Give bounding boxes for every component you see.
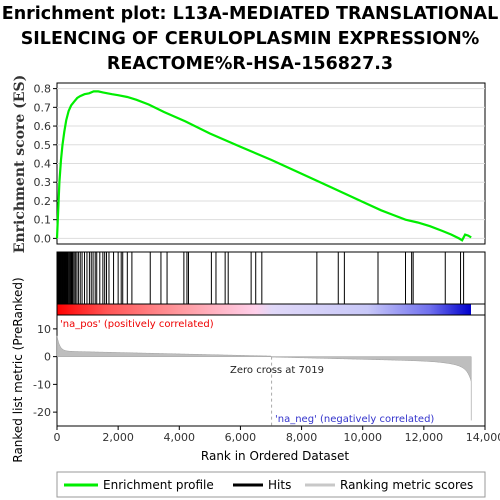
title-line-3: REACTOME%R-HSA-156827.3 <box>106 54 394 74</box>
enrichment-profile-line <box>55 90 472 242</box>
x-tick-label: 8,000 <box>286 431 318 444</box>
es-tick-label: 0.7 <box>34 101 52 114</box>
metric-tick-label: -10 <box>33 378 51 391</box>
es-tick-label: 0.5 <box>34 139 52 152</box>
metric-axis-label: Ranked list metric (PreRanked) <box>11 277 25 462</box>
title-line-1: Enrichment plot: L13A-MEDIATED TRANSLATI… <box>1 4 499 24</box>
x-tick-label: 12,000 <box>405 431 444 444</box>
es-yticks: 0.0 0.1 0.2 0.3 0.4 0.5 0.6 0.7 0.8 <box>34 83 57 245</box>
x-tick-label: 4,000 <box>164 431 196 444</box>
x-tick-label: 14,000 <box>466 431 500 444</box>
title-line-2: SILENCING OF CERULOPLASMIN EXPRESSION% <box>20 29 480 49</box>
es-axis-label: Enrichment score (ES) <box>12 75 28 253</box>
legend-frame <box>56 471 486 498</box>
x-tick-label: 0 <box>54 431 61 444</box>
x-axis-label: Rank in Ordered Dataset <box>201 449 349 463</box>
metric-tick-label: 10 <box>37 323 51 336</box>
legend-enrichment-label: Enrichment profile <box>103 478 214 492</box>
na-neg-label: 'na_neg' (negatively correlated) <box>275 414 434 425</box>
zero-cross-label: Zero cross at 7019 <box>230 365 324 376</box>
metric-panel-frame <box>56 314 486 427</box>
es-tick-label: 0.3 <box>34 176 52 189</box>
es-tick-label: 0.4 <box>34 158 52 171</box>
x-axis: 0 2,000 4,000 6,000 8,000 10,000 12,000 14,000 <box>54 426 500 444</box>
metric-tick-label: 0 <box>44 351 51 364</box>
es-tick-label: 0.6 <box>34 120 52 133</box>
es-tick-label: 0.1 <box>34 214 52 227</box>
hits-panel <box>56 251 486 305</box>
es-grid <box>57 88 485 239</box>
metric-yticks: 10 0 -10 -20 <box>33 323 57 419</box>
hits-panel-frame <box>56 251 486 305</box>
legend-metric-label: Ranking metric scores <box>340 478 473 492</box>
es-panel: 0.0 0.1 0.2 0.3 0.4 0.5 0.6 0.7 0.8 Enrichment s… <box>12 75 486 253</box>
es-tick-label: 0.2 <box>34 195 52 208</box>
x-tick-label: 10,000 <box>343 431 382 444</box>
legend: Enrichment profile Hits Ranking metric s… <box>56 471 486 498</box>
x-tick-label: 6,000 <box>225 431 257 444</box>
rank-color-band <box>56 303 486 316</box>
chart-title: Enrichment plot: L13A-MEDIATED TRANSLATI… <box>0 2 500 77</box>
es-tick-label: 0.8 <box>34 83 52 96</box>
ranking-metric-area <box>56 335 472 421</box>
hits-ticks <box>56 252 465 304</box>
metric-tick-label: -20 <box>33 406 51 419</box>
metric-panel: 10 0 -10 -20 'na_pos' (positively correlate… <box>11 277 486 463</box>
legend-hits-label: Hits <box>268 478 291 492</box>
es-tick-label: 0.0 <box>34 232 52 245</box>
rank-gradient <box>57 304 471 315</box>
na-pos-label: 'na_pos' (positively correlated) <box>60 319 214 330</box>
x-tick-label: 2,000 <box>102 431 134 444</box>
